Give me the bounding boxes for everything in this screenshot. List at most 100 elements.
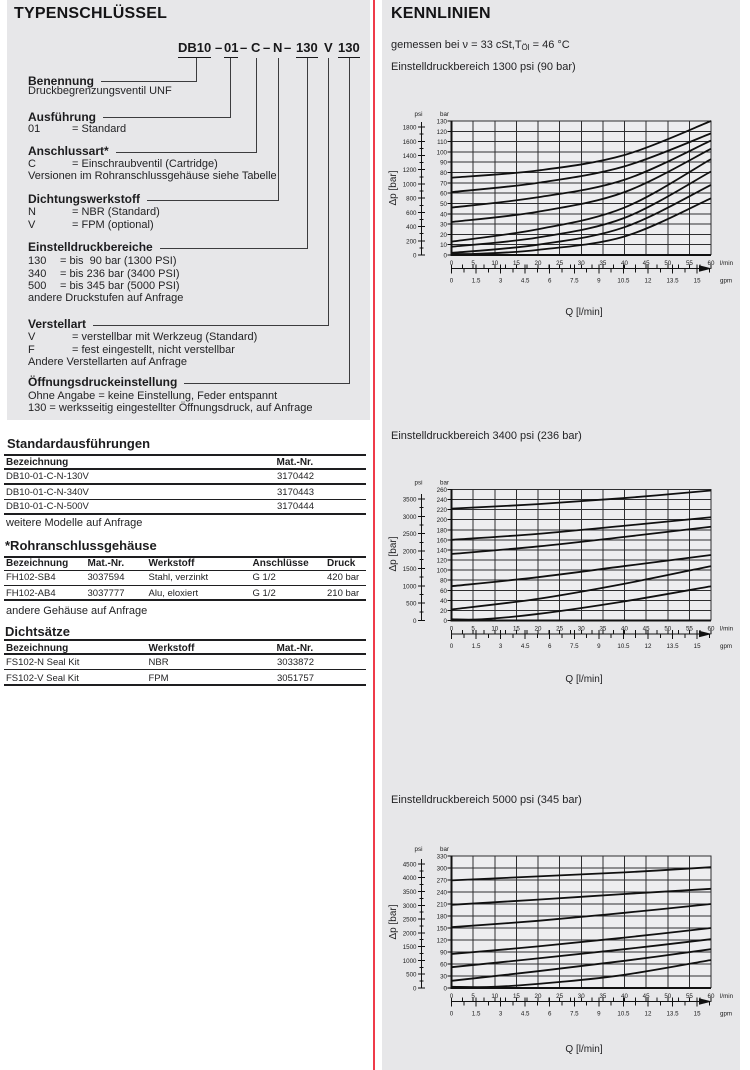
svg-text:gpm: gpm: [720, 278, 732, 285]
svg-text:1000: 1000: [403, 181, 417, 188]
svg-text:45: 45: [643, 993, 650, 1000]
svg-text:6: 6: [548, 278, 552, 285]
svg-text:7.5: 7.5: [570, 643, 579, 650]
svg-text:140: 140: [437, 548, 448, 555]
svg-text:psi: psi: [415, 480, 423, 487]
svg-text:0: 0: [450, 993, 454, 1000]
svg-text:40: 40: [621, 626, 628, 633]
svg-text:1200: 1200: [403, 167, 417, 174]
svg-text:3000: 3000: [403, 903, 417, 910]
svg-text:12: 12: [645, 278, 652, 285]
svg-text:500: 500: [406, 601, 417, 608]
svg-text:40: 40: [440, 598, 447, 605]
svg-text:180: 180: [437, 527, 448, 534]
svg-text:10: 10: [491, 626, 498, 633]
svg-text:20: 20: [440, 608, 447, 615]
svg-text:4.5: 4.5: [521, 278, 530, 285]
svg-text:3500: 3500: [403, 496, 417, 503]
svg-text:15: 15: [513, 260, 520, 267]
svg-text:1000: 1000: [403, 583, 417, 590]
svg-text:25: 25: [556, 626, 563, 633]
svg-text:40: 40: [621, 993, 628, 1000]
svg-text:55: 55: [686, 993, 693, 1000]
svg-text:15: 15: [694, 278, 701, 285]
svg-text:200: 200: [437, 517, 448, 524]
svg-text:15: 15: [513, 626, 520, 633]
svg-text:400: 400: [406, 224, 417, 231]
svg-text:800: 800: [406, 196, 417, 203]
svg-text:20: 20: [535, 626, 542, 633]
svg-text:0: 0: [413, 253, 417, 260]
svg-text:220: 220: [437, 507, 448, 514]
svg-text:25: 25: [556, 993, 563, 1000]
svg-text:260: 260: [437, 487, 448, 494]
svg-text:2500: 2500: [403, 531, 417, 538]
svg-text:bar: bar: [440, 846, 449, 853]
svg-text:1400: 1400: [403, 153, 417, 160]
svg-text:1800: 1800: [403, 125, 417, 132]
svg-text:500: 500: [406, 972, 417, 979]
svg-text:30: 30: [578, 626, 585, 633]
svg-text:330: 330: [437, 854, 448, 861]
svg-text:10.5: 10.5: [617, 1011, 630, 1018]
svg-text:15: 15: [694, 643, 701, 650]
svg-text:3: 3: [499, 643, 503, 650]
svg-text:3: 3: [499, 278, 503, 285]
svg-text:0: 0: [450, 643, 454, 650]
svg-text:5: 5: [471, 993, 475, 1000]
svg-text:4.5: 4.5: [521, 643, 530, 650]
svg-text:0: 0: [413, 986, 417, 993]
svg-text:150: 150: [437, 926, 448, 933]
svg-text:5: 5: [471, 626, 475, 633]
svg-text:12: 12: [645, 643, 652, 650]
svg-text:35: 35: [599, 993, 606, 1000]
svg-text:200: 200: [406, 238, 417, 245]
svg-text:50: 50: [664, 993, 671, 1000]
svg-text:180: 180: [437, 914, 448, 921]
svg-text:120: 120: [437, 938, 448, 945]
svg-text:40: 40: [440, 211, 447, 218]
svg-text:1500: 1500: [403, 566, 417, 573]
svg-text:5: 5: [471, 260, 475, 267]
svg-text:130: 130: [437, 119, 448, 126]
svg-text:30: 30: [578, 993, 585, 1000]
svg-text:1500: 1500: [403, 944, 417, 951]
svg-text:20: 20: [535, 993, 542, 1000]
svg-text:120: 120: [437, 129, 448, 136]
svg-text:0: 0: [450, 260, 454, 267]
svg-text:3500: 3500: [403, 889, 417, 896]
svg-text:2500: 2500: [403, 917, 417, 924]
svg-text:90: 90: [440, 950, 447, 957]
svg-text:psi: psi: [415, 846, 423, 853]
svg-text:45: 45: [643, 626, 650, 633]
svg-text:9: 9: [597, 1011, 601, 1018]
svg-text:80: 80: [440, 578, 447, 585]
svg-text:300: 300: [437, 866, 448, 873]
svg-text:l/min: l/min: [720, 626, 734, 633]
svg-text:60: 60: [708, 993, 715, 1000]
svg-text:3: 3: [499, 1011, 503, 1018]
svg-text:0: 0: [450, 626, 454, 633]
svg-text:60: 60: [440, 588, 447, 595]
svg-text:7.5: 7.5: [570, 278, 579, 285]
svg-text:60: 60: [708, 260, 715, 267]
svg-text:0: 0: [444, 986, 448, 993]
svg-text:35: 35: [599, 626, 606, 633]
svg-text:1.5: 1.5: [472, 643, 481, 650]
svg-text:60: 60: [440, 191, 447, 198]
svg-text:30: 30: [578, 260, 585, 267]
svg-text:35: 35: [599, 260, 606, 267]
svg-text:12: 12: [645, 1011, 652, 1018]
svg-text:30: 30: [440, 974, 447, 981]
svg-text:240: 240: [437, 497, 448, 504]
svg-text:13.5: 13.5: [666, 1011, 679, 1018]
svg-text:13.5: 13.5: [666, 643, 679, 650]
svg-text:70: 70: [440, 180, 447, 187]
svg-text:15: 15: [694, 1011, 701, 1018]
svg-text:60: 60: [708, 626, 715, 633]
svg-text:l/min: l/min: [720, 993, 734, 1000]
svg-text:gpm: gpm: [720, 643, 732, 650]
svg-text:30: 30: [440, 222, 447, 229]
svg-text:50: 50: [664, 260, 671, 267]
svg-text:9: 9: [597, 643, 601, 650]
